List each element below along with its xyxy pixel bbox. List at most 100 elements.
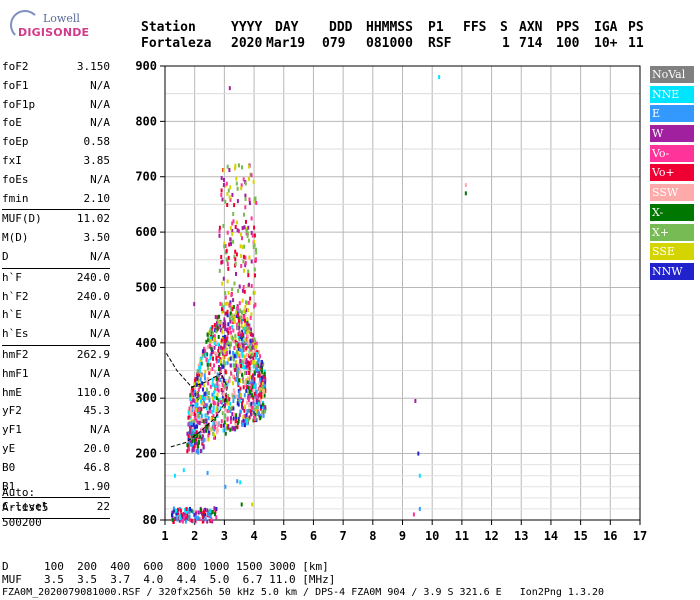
echo-point — [251, 375, 254, 380]
echo-point — [249, 315, 252, 320]
echo-point — [247, 395, 250, 400]
echo-point — [201, 394, 204, 399]
echo-point — [219, 367, 221, 371]
echo-point — [189, 396, 192, 401]
echo-point — [240, 186, 243, 191]
echo-point — [227, 357, 230, 362]
echo-point — [245, 308, 248, 313]
echo-point — [244, 255, 247, 260]
echo-point — [202, 515, 205, 520]
echo-point — [241, 351, 244, 356]
echo-point — [244, 379, 247, 384]
echo-point — [229, 226, 232, 231]
values-10: 10+ — [594, 36, 618, 51]
legend-item-sse: SSE — [650, 243, 694, 261]
echo-point — [204, 507, 207, 512]
echo-point — [231, 192, 234, 197]
echo-point — [219, 371, 221, 376]
echo-point — [205, 406, 208, 411]
echo-point — [211, 510, 214, 514]
echo-point — [221, 383, 224, 388]
echo-point — [438, 75, 441, 80]
echo-point — [252, 395, 255, 400]
echo-point — [211, 377, 214, 382]
param-name: hmE — [2, 385, 22, 399]
param-value: N/A — [90, 249, 110, 263]
echo-point — [223, 420, 226, 425]
echo-point — [200, 413, 203, 418]
echo-point — [253, 370, 256, 375]
echo-point — [250, 231, 253, 235]
echo-point — [245, 300, 247, 305]
y-tick-label: 800 — [135, 114, 157, 128]
echo-point — [188, 424, 191, 429]
echo-point — [232, 374, 235, 379]
echo-point — [262, 406, 265, 411]
echo-point — [221, 307, 223, 312]
echo-point — [200, 399, 202, 404]
echo-point — [237, 352, 240, 357]
echo-point — [249, 385, 252, 390]
echo-point — [249, 375, 252, 379]
echo-point — [235, 181, 238, 186]
echo-point — [248, 408, 251, 413]
echo-point — [244, 318, 246, 323]
echo-point — [190, 518, 193, 523]
echo-point — [260, 375, 263, 380]
echo-point — [218, 320, 221, 325]
echo-point — [247, 342, 250, 347]
echo-point — [186, 431, 189, 436]
echo-point — [231, 381, 234, 386]
echo-point — [222, 423, 225, 428]
echo-point — [250, 259, 253, 264]
y-tick-label: 700 — [135, 170, 157, 184]
legend-item-nne: NNE — [650, 85, 694, 103]
echo-point — [246, 317, 249, 322]
labels-0: Station — [141, 20, 196, 35]
echo-point — [249, 389, 251, 394]
echo-point — [235, 342, 238, 347]
echo-point — [236, 479, 239, 484]
echo-point — [237, 288, 240, 293]
echo-point — [252, 364, 255, 369]
echo-point — [215, 359, 218, 364]
labels-7: S — [500, 20, 508, 35]
param-name: D — [2, 249, 9, 263]
echo-point — [261, 360, 264, 365]
param-value: 20.0 — [83, 441, 111, 455]
echo-point — [187, 415, 190, 420]
echo-point — [239, 480, 242, 485]
echo-point — [207, 512, 210, 517]
echo-point — [223, 349, 226, 354]
echo-point — [259, 366, 262, 371]
echo-point — [251, 338, 254, 343]
param-row: MUF(D) 11.02 — [2, 210, 110, 229]
echo-point — [244, 382, 247, 387]
echo-point — [251, 344, 254, 349]
echo-point — [193, 379, 196, 384]
echo-point — [198, 372, 200, 377]
echo-point — [202, 419, 205, 424]
echo-point — [178, 518, 181, 523]
echo-point — [235, 377, 237, 382]
param-value: 240.0 — [76, 289, 110, 303]
param-row: h`F2 240.0 — [2, 288, 110, 307]
echo-point — [246, 385, 248, 389]
echo-point — [229, 406, 232, 411]
labels-11: PS — [628, 20, 644, 35]
echo-point — [233, 346, 236, 351]
echo-point — [192, 406, 195, 411]
echo-point — [240, 315, 243, 320]
profile-curve — [164, 350, 228, 448]
echo-point — [225, 181, 228, 186]
param-value: 22 — [96, 500, 110, 514]
echo-point — [232, 353, 235, 358]
echo-point — [247, 376, 249, 381]
echo-point — [215, 376, 218, 381]
echo-point — [225, 395, 228, 399]
echo-point — [190, 392, 193, 397]
echo-point — [206, 362, 209, 367]
labels-6: FFS — [463, 20, 487, 35]
echo-point — [240, 324, 243, 329]
echo-point — [242, 285, 245, 289]
